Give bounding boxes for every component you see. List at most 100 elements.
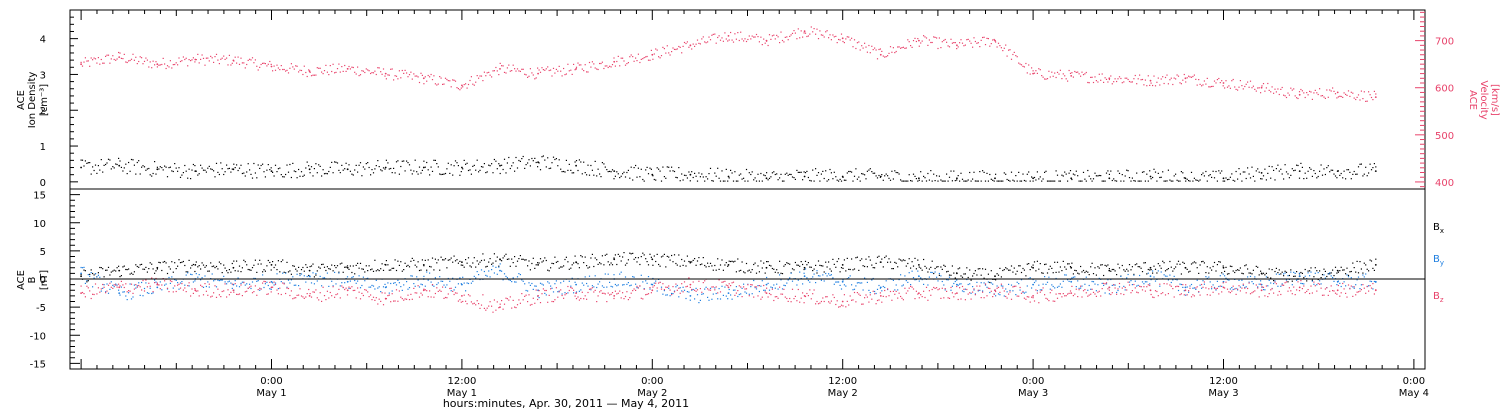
ion-density-sample (898, 173, 900, 175)
bx-point (994, 275, 996, 278)
bx-sample (266, 265, 268, 267)
bx-sample (1028, 263, 1030, 265)
bx-sample (1310, 267, 1312, 269)
velocity-sample (269, 60, 271, 63)
velocity-sample (1159, 84, 1161, 86)
bx-sample (791, 268, 794, 270)
bz-sample (231, 283, 233, 285)
velocity-point (118, 56, 121, 58)
bz-sample (783, 288, 785, 290)
by-point (232, 283, 235, 286)
ion-density-sample (1370, 169, 1373, 171)
by-sample (283, 282, 285, 284)
by-sample (717, 298, 719, 300)
bx-sample (290, 273, 292, 275)
bz-sample (544, 289, 546, 292)
velocity-sample (84, 57, 86, 59)
bx-sample (624, 264, 627, 266)
velocity-sample (1237, 89, 1239, 91)
bx-sample (1124, 270, 1126, 272)
velocity-sample (370, 72, 372, 75)
velocity-sample (1003, 47, 1005, 49)
bx-sample (289, 270, 291, 272)
bx-sample (766, 261, 768, 263)
velocity-sample (325, 64, 327, 66)
velocity-sample (1219, 82, 1221, 84)
velocity-sample (1101, 73, 1103, 75)
velocity-sample (616, 60, 618, 63)
velocity-sample (191, 59, 193, 61)
density-tick-label: 4 (40, 35, 46, 46)
ion-density-sample (900, 179, 902, 181)
by-sample (550, 285, 552, 287)
by-sample (226, 283, 228, 285)
bz-sample (80, 285, 82, 287)
bz-sample (1242, 283, 1244, 285)
ion-density-sample (830, 172, 832, 174)
by-sample (1018, 283, 1020, 285)
bz-sample (135, 284, 137, 286)
by-sample (130, 298, 133, 300)
bz-sample (748, 295, 750, 297)
by-sample (588, 275, 591, 277)
by-sample (751, 293, 753, 295)
bx-sample (462, 264, 464, 266)
ion-density-sample (829, 168, 831, 171)
velocity-sample (823, 36, 825, 38)
bz-sample (1239, 290, 1241, 292)
bz-sample (941, 287, 943, 289)
by-sample (221, 279, 223, 281)
by-sample (947, 279, 949, 281)
bz-sample (779, 286, 781, 288)
velocity-sample (120, 57, 122, 59)
bx-sample (714, 264, 716, 267)
bx-sample (446, 267, 448, 269)
by-sample (335, 283, 337, 285)
velocity-sample (887, 55, 889, 57)
bz-sample (1260, 283, 1262, 285)
velocity-sample (763, 38, 765, 40)
bx-sample (1248, 272, 1250, 274)
ion-density-sample (1100, 175, 1102, 177)
bz-sample (647, 293, 650, 295)
by-sample (1025, 291, 1027, 293)
bx-sample (682, 264, 684, 266)
velocity-sample (840, 33, 843, 35)
ion-density-point (803, 175, 806, 178)
bz-sample (298, 294, 300, 296)
velocity-sample (737, 32, 739, 34)
bx-sample (273, 266, 275, 269)
ion-density-sample (876, 177, 879, 179)
ion-density-sample (603, 163, 605, 165)
by-sample (1251, 281, 1253, 283)
bz-sample (357, 287, 359, 289)
by-sample (868, 289, 870, 291)
ion-density-sample (574, 161, 576, 163)
bx-sample (384, 263, 386, 266)
by-sample (230, 282, 232, 284)
velocity-sample (1029, 73, 1031, 75)
by-sample (946, 279, 948, 281)
bx-sample (650, 256, 652, 258)
by-sample (241, 281, 243, 283)
by-sample (660, 286, 663, 288)
ion-density-sample (822, 170, 824, 172)
velocity-sample (249, 58, 251, 60)
velocity-sample (1284, 95, 1286, 97)
velocity-sample (1056, 71, 1059, 73)
ion-density-sample (460, 171, 462, 173)
by-sample (581, 282, 583, 284)
bz-sample (1205, 287, 1207, 289)
velocity-sample (613, 57, 615, 59)
velocity-sample (1209, 86, 1211, 88)
bx-sample (789, 263, 791, 265)
velocity-point (422, 77, 425, 80)
ion-density-sample (475, 169, 477, 171)
bx-sample (237, 270, 239, 272)
by-sample (1179, 283, 1181, 285)
velocity-sample (1105, 78, 1108, 80)
ion-density-sample (728, 177, 730, 179)
ion-density-sample (816, 174, 818, 176)
by-sample (813, 273, 815, 275)
bz-sample (221, 290, 223, 293)
